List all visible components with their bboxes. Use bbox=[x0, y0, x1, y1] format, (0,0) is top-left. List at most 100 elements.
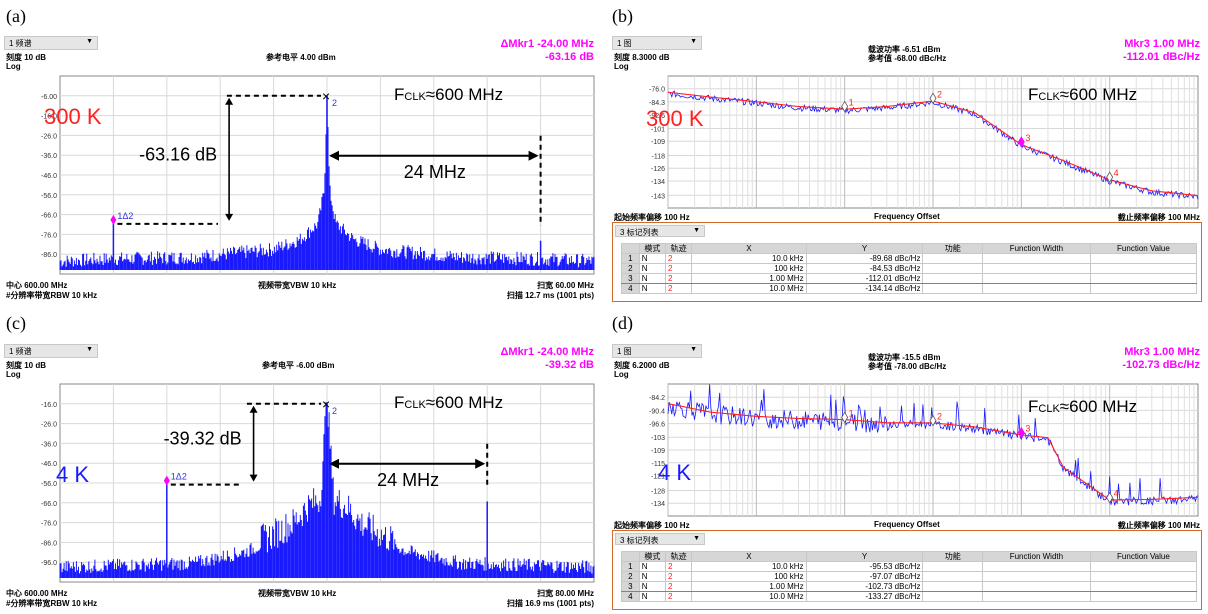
table-cell: 10.0 kHz bbox=[691, 253, 807, 264]
table-cell: 3 bbox=[621, 273, 640, 284]
table-cell: 2 bbox=[665, 571, 693, 582]
delta-db-label: -39.32 dB bbox=[164, 429, 242, 449]
stop-offset-label: 截止频率偏移 100 MHz bbox=[1117, 213, 1200, 222]
dropdown-label: 3 标记列表 bbox=[620, 536, 659, 545]
y-tick-label: -56.0 bbox=[41, 193, 57, 200]
table-cell: N bbox=[638, 253, 667, 264]
table-header-cell: Function Value bbox=[1089, 551, 1198, 562]
spectrum-trace bbox=[59, 95, 595, 271]
fclk-label: FCLK≈600 MHz bbox=[394, 393, 503, 412]
delta-db-label: -63.16 dB bbox=[139, 144, 217, 164]
table-cell bbox=[1089, 571, 1198, 582]
table-header-cell: 轨迹 bbox=[665, 551, 693, 562]
marker-diamond-icon bbox=[1017, 426, 1025, 439]
db-arrow-head-down bbox=[225, 213, 234, 221]
table-cell bbox=[1089, 283, 1198, 294]
spectrum-trace bbox=[59, 402, 595, 579]
marker-number-label: 4 bbox=[1114, 168, 1119, 178]
table-header-cell: Y bbox=[805, 243, 924, 254]
start-offset-label: 起始频率偏移 100 Hz bbox=[614, 521, 690, 530]
table-cell: 2 bbox=[665, 253, 693, 264]
mhz-arrow-head-right bbox=[528, 150, 539, 161]
delta-marker-label: 1Δ2 bbox=[171, 472, 187, 482]
table-row[interactable]: 1 N 2 10.0 kHz -89.68 dBc/Hz bbox=[621, 253, 1198, 264]
table-row[interactable]: 2 N 2 100 kHz -97.07 dBc/Hz bbox=[621, 571, 1198, 582]
rbw-label: #分辨率带宽RBW 10 kHz bbox=[6, 291, 98, 300]
db-arrow-head-up bbox=[249, 405, 258, 413]
x-axis-label: Frequency Offset bbox=[874, 212, 940, 221]
y-tick-label: -101 bbox=[651, 126, 665, 133]
peak-marker-icon: × bbox=[322, 88, 330, 104]
trace-dropdown[interactable]: 1 图 ▼ bbox=[612, 36, 702, 50]
marker-readout-title: Mkr3 1.00 MHz bbox=[1124, 38, 1200, 50]
table-row[interactable]: 3 N 2 1.00 MHz -112.01 dBc/Hz bbox=[621, 273, 1198, 284]
db-arrow-head-down bbox=[249, 474, 258, 482]
table-row[interactable]: 4 N 2 10.0 MHz -133.27 dBc/Hz bbox=[621, 591, 1198, 602]
table-cell: -112.01 dBc/Hz bbox=[805, 273, 924, 284]
spectrum-panel-a: 1 频谱 ▼ 刻度 10 dB 参考电平 4.00 dBm ΔMkr1 -24.0… bbox=[4, 36, 598, 302]
table-cell bbox=[981, 571, 1091, 582]
table-row[interactable]: 1 N 2 10.0 kHz -95.53 dBc/Hz bbox=[621, 561, 1198, 572]
table-row[interactable]: 4 N 2 10.0 MHz -134.14 dBc/Hz bbox=[621, 283, 1198, 294]
table-cell: 1.00 MHz bbox=[691, 273, 807, 284]
fclk-label: FCLK≈600 MHz bbox=[1028, 397, 1137, 416]
marker-table-dropdown[interactable]: 3 标记列表 ▼ bbox=[615, 533, 705, 545]
marker-table: 模式 轨迹 X Y 功能 Function Width Function Value 1 N 2 1… bbox=[621, 243, 1198, 294]
table-cell: 2 bbox=[665, 273, 693, 284]
table-cell: -97.07 dBc/Hz bbox=[805, 571, 924, 582]
table-header-cell: Y bbox=[805, 551, 924, 562]
table-cell bbox=[981, 581, 1091, 592]
y-tick-label: -96.0 bbox=[41, 560, 57, 567]
ref-value-label: 参考值 -78.00 dBc/Hz bbox=[868, 362, 947, 371]
peak-marker-label: 2 bbox=[332, 406, 337, 416]
table-cell: 3 bbox=[621, 581, 640, 592]
carrier-power-label: 载波功率 -15.5 dBm bbox=[868, 353, 941, 362]
table-cell: N bbox=[638, 283, 667, 294]
dropdown-label: 1 图 bbox=[617, 347, 632, 356]
table-cell bbox=[922, 283, 983, 294]
sweep-label: 扫描 12.7 ms (1001 pts) bbox=[506, 291, 594, 300]
trace-dropdown[interactable]: 1 图 ▼ bbox=[612, 344, 702, 358]
y-tick-label: -103 bbox=[651, 435, 665, 442]
marker-number-label: 3 bbox=[1025, 133, 1030, 143]
dropdown-label: 1 频谱 bbox=[9, 347, 32, 356]
dropdown-arrow-icon: ▼ bbox=[690, 38, 697, 45]
y-tick-label: -128 bbox=[651, 488, 665, 495]
marker-diamond-icon bbox=[841, 100, 849, 113]
annotations: 1Δ2 × 2 -63.16 dB 24 MHz FCLK≈600 MHz 300 K bbox=[44, 85, 542, 226]
db-arrow-head-up bbox=[225, 97, 234, 105]
mhz-arrow-head-left bbox=[329, 458, 339, 469]
dropdown-arrow-icon: ▼ bbox=[693, 227, 700, 234]
y-tick-label: -86.0 bbox=[41, 252, 57, 259]
annotations: 1Δ2 × 2 -39.32 dB 24 MHz FCLK≈600 MHz 4 K bbox=[56, 393, 503, 490]
panel-label-c: (c) bbox=[6, 313, 26, 333]
y-tick-label: -115 bbox=[652, 461, 666, 468]
table-cell bbox=[922, 561, 983, 572]
y-tick-label: -76.0 bbox=[41, 232, 57, 239]
peak-marker-icon: × bbox=[322, 396, 330, 412]
table-cell bbox=[981, 283, 1091, 294]
table-cell: 2 bbox=[665, 283, 693, 294]
marker-readout-value: -39.32 dB bbox=[545, 359, 594, 371]
y-tick-label: -76.0 bbox=[649, 87, 665, 94]
y-tick-label: -86.0 bbox=[41, 540, 57, 547]
marker-readout-title: Mkr3 1.00 MHz bbox=[1124, 346, 1200, 358]
table-cell bbox=[922, 263, 983, 274]
marker-readout-value: -112.01 dBc/Hz bbox=[1122, 51, 1200, 63]
marker-table-dropdown[interactable]: 3 标记列表 ▼ bbox=[615, 225, 705, 237]
table-cell bbox=[1089, 581, 1198, 592]
panel-label-d: (d) bbox=[612, 313, 633, 333]
marker-number-label: 1 bbox=[849, 408, 854, 418]
table-row[interactable]: 3 N 2 1.00 MHz -102.73 dBc/Hz bbox=[621, 581, 1198, 592]
table-row[interactable]: 2 N 2 100 kHz -84.53 dBc/Hz bbox=[621, 263, 1198, 274]
stop-offset-label: 截止频率偏移 100 MHz bbox=[1117, 521, 1200, 530]
table-cell bbox=[922, 591, 983, 602]
table-cell: N bbox=[638, 561, 667, 572]
trace-dropdown[interactable]: 1 频谱 ▼ bbox=[4, 36, 98, 50]
table-header-cell: X bbox=[691, 551, 807, 562]
y-tick-label: -76.0 bbox=[41, 521, 57, 528]
table-header-cell: Function Width bbox=[981, 243, 1091, 254]
marker-number-label: 2 bbox=[937, 89, 942, 99]
annotations: 1 2 3 4 FCLK≈600 MHz 4 K bbox=[658, 397, 1137, 504]
trace-dropdown[interactable]: 1 频谱 ▼ bbox=[4, 344, 98, 358]
